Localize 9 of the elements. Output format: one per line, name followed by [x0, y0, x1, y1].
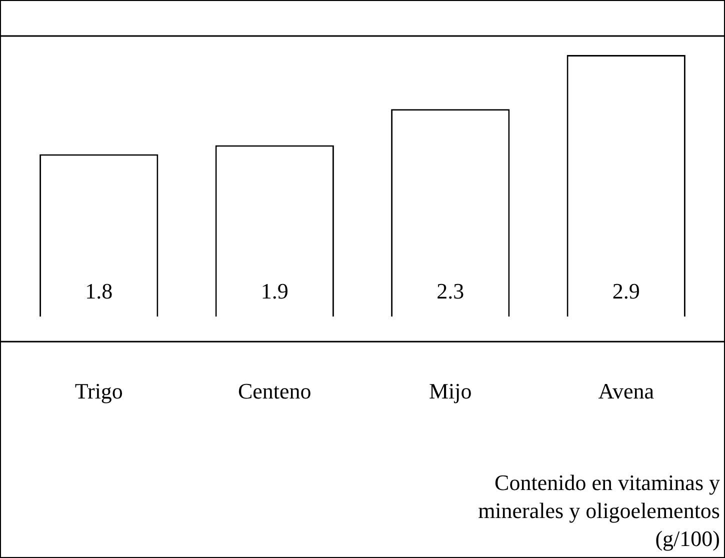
x-tick-label: Mijo — [428, 378, 472, 404]
x-tick-label: Centeno — [238, 378, 312, 404]
x-tick-label: Trigo — [74, 378, 123, 404]
data-label: 2.3 — [436, 278, 464, 304]
x-tick-label: Avena — [598, 378, 654, 404]
data-label: 1.9 — [260, 278, 288, 304]
x-axis-title: Contenido en vitaminas y minerales y oligoelementos (g/100) — [477, 469, 720, 553]
data-label: 1.8 — [85, 278, 113, 304]
data-label: 2.9 — [612, 278, 640, 304]
